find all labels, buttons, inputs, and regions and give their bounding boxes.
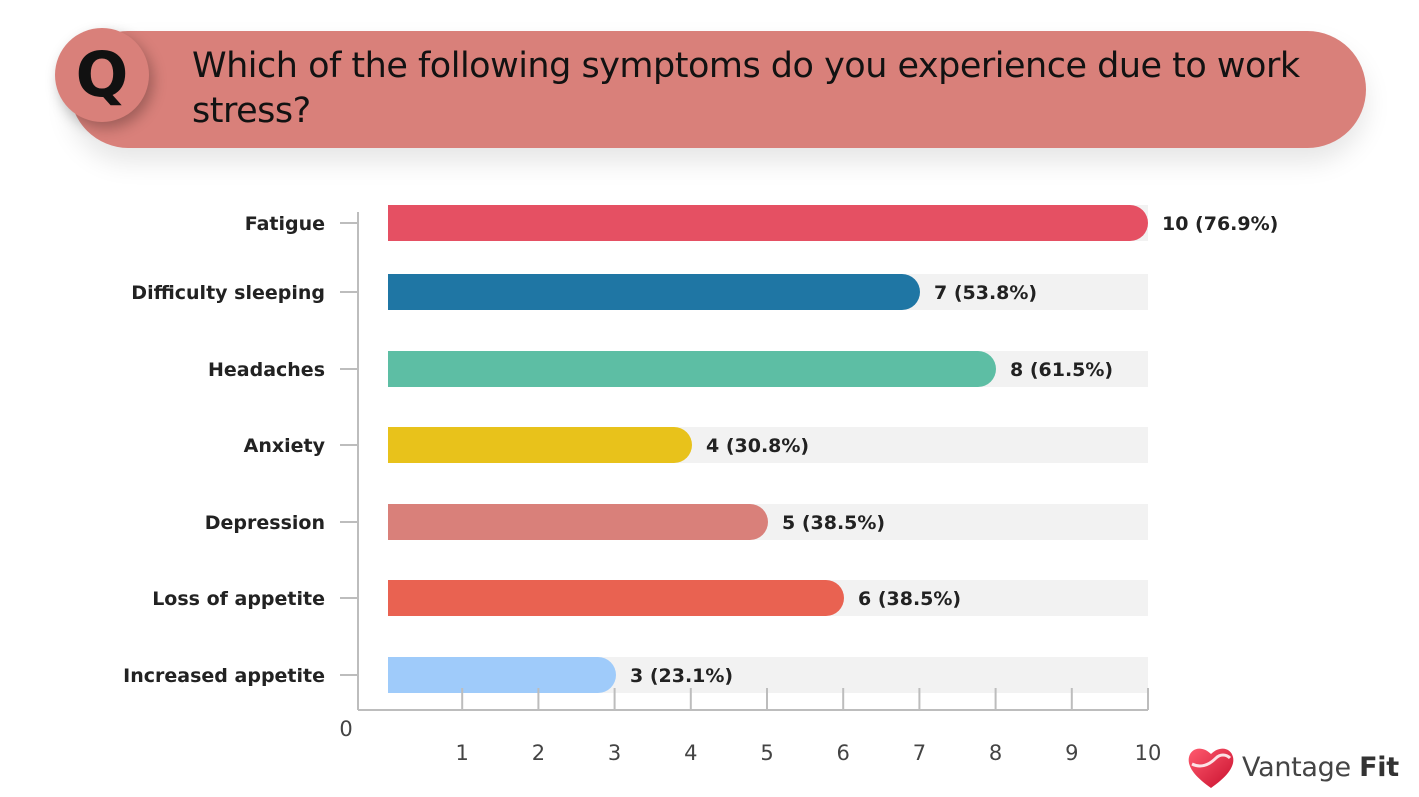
- bar: [388, 274, 920, 310]
- category-label: Headaches: [208, 359, 325, 381]
- x-tick-label: 10: [1135, 741, 1162, 765]
- category-label: Fatigue: [245, 213, 325, 235]
- data-label: 4 (30.8%): [706, 435, 809, 457]
- question-banner: [70, 31, 1366, 148]
- x-tick-label: 7: [913, 741, 926, 765]
- data-label: 7 (53.8%): [934, 282, 1037, 304]
- brand-logo: Vantage Fit: [1186, 744, 1399, 790]
- bar: [388, 657, 616, 693]
- x-tick-label: 4: [684, 741, 697, 765]
- data-label: 8 (61.5%): [1010, 359, 1113, 381]
- x-tick-label: 5: [760, 741, 773, 765]
- question-badge: Q: [55, 28, 149, 122]
- x-tick-label: 3: [608, 741, 621, 765]
- question-text: Which of the following symptoms do you e…: [192, 46, 1300, 131]
- data-label: 6 (38.5%): [858, 588, 961, 610]
- category-label: Increased appetite: [123, 665, 325, 687]
- data-label: 10 (76.9%): [1162, 213, 1278, 235]
- bar: [388, 205, 1148, 241]
- x-tick-label: 0: [339, 717, 352, 741]
- bar: [388, 580, 844, 616]
- category-label: Anxiety: [244, 435, 326, 457]
- heart-icon: [1188, 748, 1234, 788]
- data-label: 3 (23.1%): [630, 665, 733, 687]
- data-label: 5 (38.5%): [782, 512, 885, 534]
- category-label: Depression: [205, 512, 325, 534]
- category-label: Loss of appetite: [152, 588, 325, 610]
- x-tick-label: 8: [989, 741, 1002, 765]
- bar: [388, 504, 768, 540]
- bar: [388, 351, 996, 387]
- x-tick-label: 6: [837, 741, 850, 765]
- category-label: Difficulty sleeping: [131, 282, 325, 304]
- x-tick-label: 9: [1065, 741, 1078, 765]
- brand-name: Vantage Fit: [1242, 751, 1399, 783]
- x-tick-label: 2: [532, 741, 545, 765]
- x-tick-label: 1: [456, 741, 469, 765]
- bar: [388, 427, 692, 463]
